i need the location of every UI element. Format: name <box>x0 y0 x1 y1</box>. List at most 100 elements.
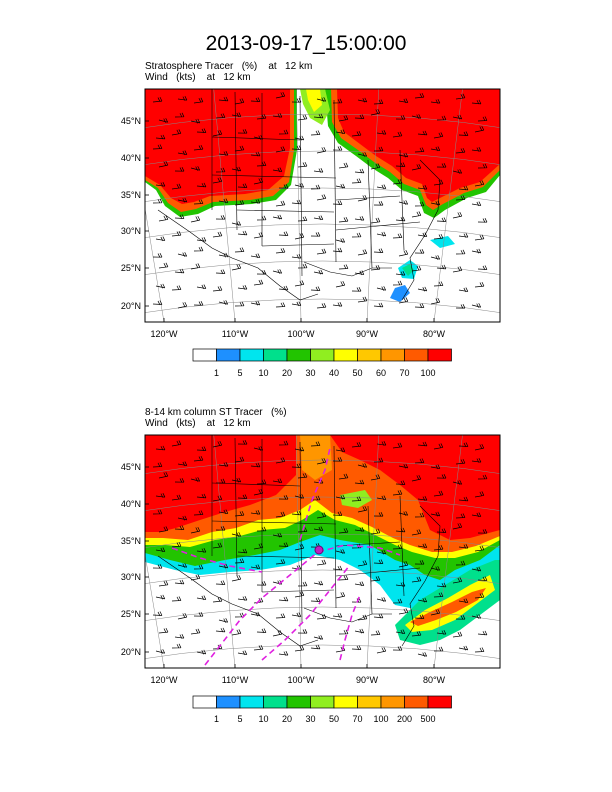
wind-barb <box>231 477 242 483</box>
wind-barb <box>237 548 248 554</box>
wind-barb <box>272 532 283 538</box>
wind-barb <box>455 147 466 154</box>
wind-barb <box>152 253 163 258</box>
panel-2-map: 45°N 40°N 35°N 30°N 25°N 20°N 120°W 110°W 100°W 9… <box>121 434 501 685</box>
colorbar-label: 10 <box>258 714 268 724</box>
magenta-contours <box>171 447 401 666</box>
wind-barb <box>471 147 482 152</box>
wind-barb <box>351 645 362 651</box>
colorbar-label: 1 <box>214 714 219 724</box>
wind-barb <box>354 479 365 485</box>
wind-barb <box>335 494 346 500</box>
wind-barb <box>297 263 308 269</box>
wind-barb <box>250 611 261 617</box>
wind-barb <box>338 629 349 635</box>
latitude-line-5 <box>145 606 500 621</box>
wind-barb <box>171 230 182 237</box>
wind-barb <box>310 644 321 650</box>
wind-barb <box>152 144 163 150</box>
longitude-line-4 <box>366 435 379 668</box>
wind-barb <box>250 564 261 570</box>
wind-barb <box>436 217 447 223</box>
colorbar-label: 30 <box>305 368 315 378</box>
wind-barb <box>433 544 444 551</box>
colorbar-label: 50 <box>329 714 339 724</box>
wind-barb <box>272 269 283 274</box>
wind-barb <box>234 456 245 463</box>
wind-barb <box>452 169 463 174</box>
latitude-line-6 <box>145 644 500 659</box>
wind-barb <box>297 472 308 479</box>
wind-barb <box>338 216 349 223</box>
wind-barb <box>417 130 428 136</box>
wind-barb <box>190 166 201 171</box>
wind-barb <box>152 96 163 103</box>
panel2-subtitle-tracer: 8-14 km column ST Tracer (%) <box>145 407 287 418</box>
wind-barb <box>455 195 466 201</box>
latitude-line-3 <box>145 533 500 548</box>
wind-barb <box>190 118 201 124</box>
lon-tick-label: 110°W <box>222 675 249 685</box>
wind-barb <box>452 211 463 219</box>
wind-barb <box>373 302 384 308</box>
wind-barb <box>237 183 248 189</box>
wind-barb <box>237 650 248 656</box>
wind-barb <box>395 629 406 635</box>
wind-barb <box>278 285 289 291</box>
wind-barb <box>237 596 248 601</box>
wind-barb <box>250 151 261 157</box>
wind-barb <box>411 529 422 536</box>
panel1-subtitle-wind: Wind (kts) at 12 km <box>145 72 251 83</box>
wind-barb <box>237 285 248 290</box>
wind-barb <box>234 558 245 564</box>
boundary-10 <box>335 541 401 547</box>
colorbar-box <box>357 348 382 362</box>
wind-barb <box>250 510 261 515</box>
wind-barb <box>218 462 229 467</box>
wind-barb <box>291 510 302 516</box>
colorbar-label: 30 <box>305 714 315 724</box>
wind-barb <box>215 627 226 633</box>
magenta-contour-3 <box>317 544 401 556</box>
colorbar-2: 1 5 10 20 30 50 70 100 200 500 <box>192 695 452 724</box>
lat-tick-label: 25°N <box>121 263 141 273</box>
wind-barb <box>332 247 343 253</box>
colorbar-label: 100 <box>420 368 435 378</box>
wind-barb <box>316 248 327 255</box>
wind-barb <box>291 301 302 307</box>
wind-barb <box>417 597 428 603</box>
wind-barb <box>433 132 444 139</box>
wind-barb <box>231 166 242 172</box>
wind-barb <box>392 442 403 449</box>
wind-barb <box>193 199 204 205</box>
wind-barb <box>376 184 387 190</box>
wind-barb <box>177 197 188 203</box>
wind-barb <box>436 163 447 168</box>
wind-barb <box>275 302 286 308</box>
wind-barb <box>373 512 384 517</box>
boundary-12 <box>367 505 373 615</box>
magenta-contour-6 <box>171 547 263 573</box>
wind-barb <box>237 440 248 445</box>
wind-barb <box>357 194 368 202</box>
wind-barb <box>294 232 305 240</box>
wind-barb <box>354 628 365 634</box>
colorbar-box <box>239 695 264 709</box>
wind-barb <box>212 440 223 448</box>
wind-barb <box>158 118 169 123</box>
wind-barb <box>477 529 488 534</box>
wind-barb <box>433 592 444 598</box>
wind-barb <box>392 489 403 496</box>
wind-barb <box>474 491 485 498</box>
wind-barb <box>256 215 267 221</box>
colorbar-box <box>239 348 264 362</box>
wind-barb <box>231 221 242 226</box>
wind-barb <box>373 248 384 254</box>
wind-barb <box>152 300 163 306</box>
wind-barb <box>430 255 441 260</box>
wind-barb <box>310 597 321 603</box>
wind-barb <box>316 512 327 519</box>
wind-barb <box>430 297 441 305</box>
boundary-11 <box>335 567 421 577</box>
wind-barb <box>218 618 229 623</box>
